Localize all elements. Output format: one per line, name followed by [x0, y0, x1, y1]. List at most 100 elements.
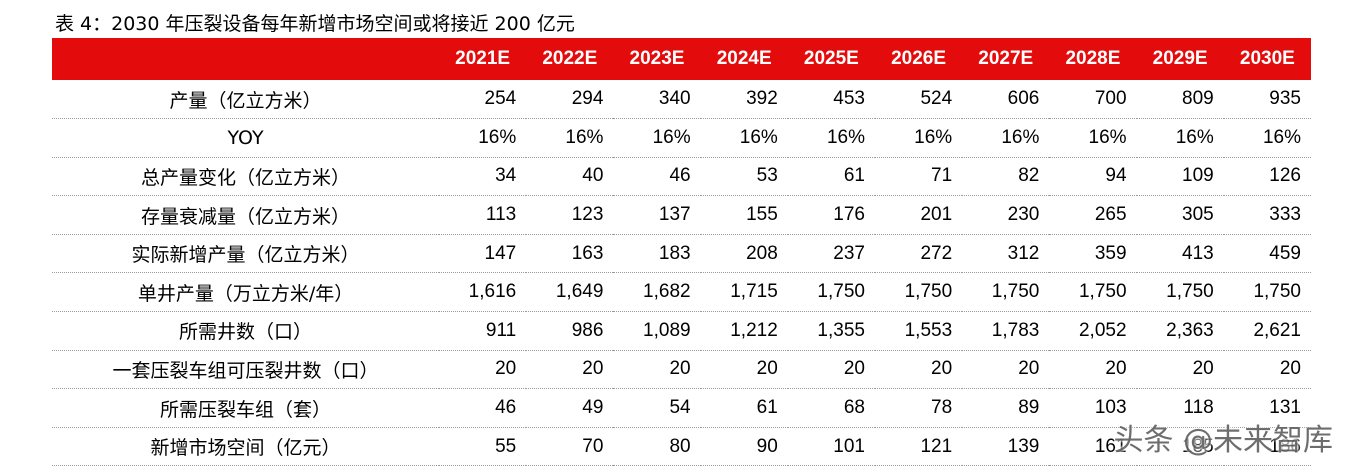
table-cell: 1,750: [962, 272, 1050, 313]
table-cell: 147: [439, 234, 527, 274]
data-table: 2021E 2022E 2023E 2024E 2025E 2026E 2027…: [52, 38, 1311, 466]
table-cell: 201: [874, 195, 963, 235]
table-cell: 61: [787, 157, 875, 197]
table-cell: 113: [439, 195, 527, 235]
table-cell: 237: [787, 234, 875, 274]
header-cell-year: 2026E: [891, 48, 947, 69]
table-cell: 90: [700, 427, 788, 466]
table-row: 存量衰减量（亿立方米） 113 123 137 155 176 201 230 265 305 33…: [52, 195, 1311, 235]
table-cell: 123: [526, 195, 614, 235]
table-cell: 46: [613, 157, 701, 197]
table-cell: 20: [1223, 350, 1311, 390]
table-body: 产量（亿立方米） 254 294 340 392 453 524 606 700 809 935 YO…: [52, 80, 1311, 466]
table-cell: 700: [1049, 80, 1137, 120]
table-cell: 20: [439, 350, 527, 390]
table-cell: 340: [613, 80, 701, 120]
table-cell: 2,621: [1223, 311, 1311, 351]
table-cell: 94: [1049, 157, 1137, 197]
table-row: 产量（亿立方米） 254 294 340 392 453 524 606 700 809 935: [52, 80, 1311, 120]
table-cell: 118: [1136, 388, 1224, 428]
table-cell: 230: [962, 195, 1050, 235]
table-cell: 80: [613, 427, 701, 466]
header-cell-year: 2025E: [803, 48, 859, 69]
watermark: 头条 @未来智库: [1113, 423, 1333, 458]
table-cell: 40: [526, 157, 614, 197]
table-cell: 16%: [1223, 118, 1311, 158]
table-row: 单井产量（万立方米/年） 1,616 1,649 1,682 1,715 1,750 1,7…: [52, 272, 1311, 313]
table-cell: 20: [526, 350, 614, 390]
table-cell: 155: [700, 195, 788, 235]
table-cell: 986: [526, 311, 614, 351]
table-cell: 413: [1136, 234, 1224, 274]
table-cell: 20: [874, 350, 963, 390]
header-cell-year: 2022E: [542, 48, 598, 69]
table-cell: 131: [1223, 388, 1311, 428]
row-label: 存量衰减量（亿立方米）: [52, 195, 440, 235]
table-cell: 333: [1223, 195, 1311, 235]
table-cell: 78: [874, 388, 963, 428]
table-cell: 16%: [1049, 118, 1137, 158]
table-cell: 49: [526, 388, 614, 428]
table-cell: 2,052: [1049, 311, 1137, 351]
table-cell: 392: [700, 80, 788, 120]
table-cell: 139: [962, 427, 1050, 466]
table-cell: 163: [526, 234, 614, 274]
row-label: 所需压裂车组（套）: [52, 388, 440, 428]
row-label: 一套压裂车组可压裂井数（口）: [52, 350, 440, 390]
table-cell: 82: [962, 157, 1050, 197]
table-cell: 16%: [962, 118, 1050, 158]
table-cell: 109: [1136, 157, 1224, 197]
table-cell: 911: [439, 311, 527, 351]
table-cell: 126: [1223, 157, 1311, 197]
table-cell: 16%: [439, 118, 527, 158]
table-cell: 16%: [613, 118, 701, 158]
table-cell: 272: [874, 234, 963, 274]
table-row: YOY 16% 16% 16% 16% 16% 16% 16% 16% 16% 16%: [52, 118, 1311, 158]
table-cell: 16%: [787, 118, 875, 158]
table-cell: 1,750: [787, 272, 875, 313]
table-cell: 1,089: [613, 311, 701, 351]
table-cell: 53: [700, 157, 788, 197]
table-caption: 表 4：2030 年压裂设备每年新增市场空间或将接近 200 亿元: [55, 13, 575, 35]
table-cell: 16%: [700, 118, 788, 158]
table-cell: 809: [1136, 80, 1224, 120]
table-cell: 1,783: [962, 311, 1050, 351]
table-cell: 312: [962, 234, 1050, 274]
table-cell: 1,750: [1049, 272, 1137, 313]
table-cell: 16%: [874, 118, 963, 158]
table-cell: 185: [1136, 427, 1224, 466]
table-cell: 161: [1049, 427, 1137, 466]
table-row: 新增市场空间（亿元） 55 70 80 90 101 121 139 161 185 186: [52, 427, 1311, 466]
table-cell: 55: [439, 427, 527, 466]
table-cell: 137: [613, 195, 701, 235]
table-cell: 1,212: [700, 311, 788, 351]
table-cell: 20: [613, 350, 701, 390]
table-cell: 453: [787, 80, 875, 120]
header-cell-year: 2028E: [1065, 48, 1121, 69]
table-cell: 121: [874, 427, 963, 466]
table-cell: 20: [962, 350, 1050, 390]
row-label: 总产量变化（亿立方米）: [52, 157, 440, 197]
table-cell: 20: [1136, 350, 1224, 390]
header-cell-year: 2029E: [1152, 48, 1208, 69]
table-cell: 359: [1049, 234, 1137, 274]
table-cell: 20: [700, 350, 788, 390]
table-cell: 1,682: [613, 272, 701, 313]
table-cell: 71: [874, 157, 963, 197]
table-cell: 208: [700, 234, 788, 274]
table-cell: 103: [1049, 388, 1137, 428]
table-cell: 176: [787, 195, 875, 235]
table-cell: 61: [700, 388, 788, 428]
header-cell-year: 2030E: [1239, 48, 1295, 69]
table-row: 实际新增产量（亿立方米） 147 163 183 208 237 272 312 359 413 4…: [52, 234, 1311, 274]
row-label: 产量（亿立方米）: [52, 80, 440, 120]
table-cell: 1,715: [700, 272, 788, 313]
table-row: 总产量变化（亿立方米） 34 40 46 53 61 71 82 94 109 126: [52, 157, 1311, 197]
table-cell: 935: [1223, 80, 1311, 120]
table-cell: 68: [787, 388, 875, 428]
table-cell: 46: [439, 388, 527, 428]
table-cell: 1,750: [874, 272, 963, 313]
table-cell: 16%: [526, 118, 614, 158]
table-cell: 265: [1049, 195, 1137, 235]
table-cell: 1,355: [787, 311, 875, 351]
